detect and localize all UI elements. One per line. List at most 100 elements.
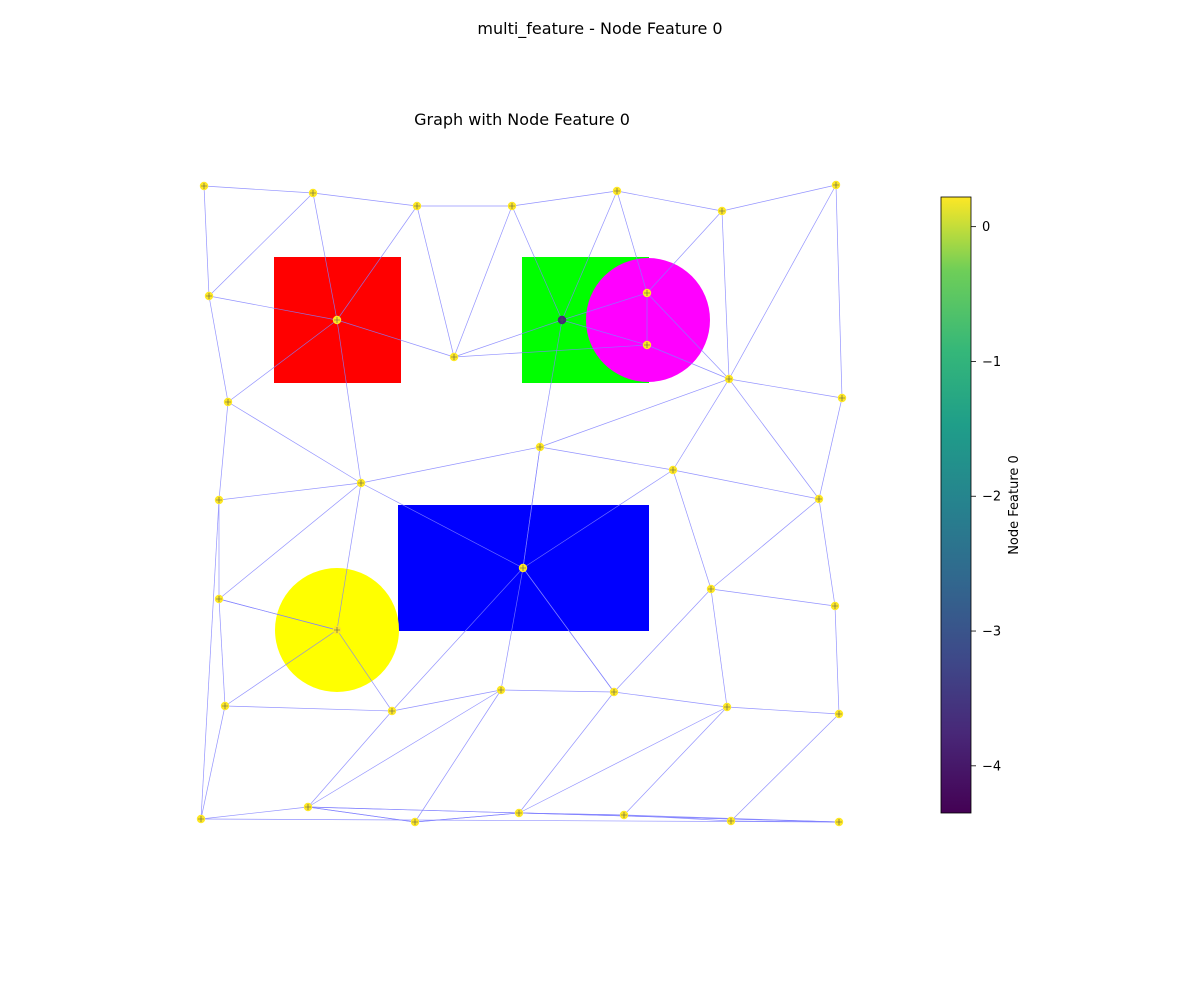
graph-edge (818, 498, 836, 607)
node-marker (614, 188, 620, 194)
graph-edge (522, 567, 615, 693)
node-marker (334, 627, 340, 633)
graph-edge (522, 469, 674, 569)
graph-edge (511, 190, 618, 207)
node-marker (644, 342, 650, 348)
node-marker (305, 804, 311, 810)
colorbar-label: Node Feature 0 (1007, 455, 1022, 555)
graph-edge (360, 482, 524, 569)
node-marker (724, 704, 730, 710)
node-marker (719, 208, 725, 214)
node-marker (451, 354, 457, 360)
graph-edge (336, 482, 362, 631)
graph-edge (224, 705, 393, 712)
graph-edge (200, 705, 226, 820)
node-marker (310, 190, 316, 196)
graph-edge (360, 446, 541, 484)
graph-edge (726, 706, 840, 715)
node-marker (816, 496, 822, 502)
node-marker (509, 203, 515, 209)
node-marker (498, 687, 504, 693)
node-marker (833, 182, 839, 188)
node-marker (621, 812, 627, 818)
node-marker (520, 565, 526, 571)
graph-edge (453, 205, 513, 358)
graph-edge (416, 205, 455, 358)
graph-edge (312, 192, 418, 207)
graph-edge (730, 713, 840, 822)
graph-edge (710, 498, 820, 590)
graph-edge (518, 812, 625, 816)
graph-edge (818, 397, 843, 500)
graph-edge (218, 401, 229, 501)
graph-edge (561, 319, 648, 346)
graph-edge (453, 344, 648, 358)
graph-edge (227, 401, 362, 484)
graph-edge (500, 689, 615, 693)
graph-edge (336, 629, 393, 712)
edge-layer (200, 184, 843, 823)
graph-edge (224, 629, 338, 707)
graph-edge (646, 344, 730, 380)
node-marker (412, 819, 418, 825)
graph-edge (307, 689, 502, 808)
node-layer (196, 180, 847, 827)
graph-edge (312, 192, 338, 321)
node-marker (836, 711, 842, 717)
graph-edge (307, 806, 840, 823)
colorbar (940, 196, 972, 814)
graph-edge (200, 806, 309, 820)
node-marker (201, 183, 207, 189)
axes-title: Graph with Node Feature 0 (414, 110, 630, 129)
graph-edge (203, 185, 314, 194)
graph-edge (539, 319, 563, 448)
graph-edge (336, 319, 362, 484)
graph-edge (728, 184, 837, 380)
node-marker (726, 376, 732, 382)
node-marker (389, 708, 395, 714)
graph-edge (414, 812, 520, 823)
node-marker (839, 395, 845, 401)
graph-edge (646, 210, 723, 294)
node-marker (222, 703, 228, 709)
colorbar-tick-label: −2 (982, 490, 1001, 505)
graph-edge (518, 706, 728, 814)
node-marker (334, 317, 340, 323)
graph-edge (203, 185, 210, 297)
node-marker (708, 586, 714, 592)
graph-edge (613, 588, 712, 693)
node-marker (206, 293, 212, 299)
graph-edge (307, 710, 393, 808)
graph-edge (518, 691, 615, 814)
node-marker (358, 480, 364, 486)
graph-edge (834, 605, 840, 715)
node-marker (216, 596, 222, 602)
colorbar-ticks: 0 −1 −2 −3 −4 (971, 220, 1001, 774)
node-marker (644, 290, 650, 296)
graph-edge (561, 190, 618, 321)
graph-edge (453, 319, 563, 358)
graph-edge (710, 588, 836, 607)
node-marker (832, 603, 838, 609)
node-marker (728, 818, 734, 824)
graph-edge (391, 567, 524, 712)
graph-edge (200, 499, 220, 820)
graph-edge (616, 190, 723, 212)
graph-edge (539, 446, 674, 471)
graph-edge (623, 706, 728, 816)
graph-edge (500, 567, 524, 691)
graph-edge (208, 295, 229, 403)
node-marker (414, 203, 420, 209)
node-marker (670, 467, 676, 473)
shape-layer (274, 257, 710, 692)
graph-edge (414, 689, 502, 823)
graph-edge (672, 469, 820, 500)
node-marker (198, 816, 204, 822)
graph-edge (218, 598, 226, 707)
graph-edge (646, 292, 730, 380)
graph-edge (227, 319, 338, 403)
graph-edge (728, 378, 843, 399)
graph-edge (336, 205, 418, 321)
shape-circle-2 (586, 258, 710, 382)
